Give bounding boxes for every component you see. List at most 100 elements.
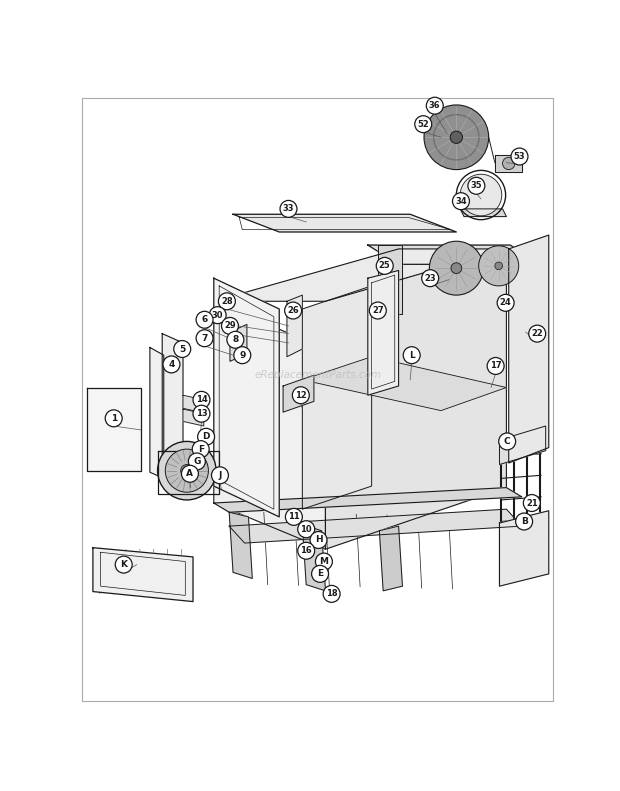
Circle shape <box>498 433 516 450</box>
Polygon shape <box>162 334 183 471</box>
Circle shape <box>211 467 228 484</box>
Polygon shape <box>183 396 204 413</box>
Polygon shape <box>287 295 303 357</box>
Circle shape <box>427 97 443 114</box>
Circle shape <box>310 532 327 548</box>
Circle shape <box>370 302 386 319</box>
Circle shape <box>468 177 485 195</box>
Text: 16: 16 <box>300 547 312 555</box>
Polygon shape <box>368 245 541 264</box>
Circle shape <box>221 317 239 335</box>
Text: A: A <box>187 469 193 479</box>
Circle shape <box>193 405 210 422</box>
Text: K: K <box>120 560 127 569</box>
Circle shape <box>430 241 484 295</box>
Text: 7: 7 <box>202 334 208 343</box>
Text: 35: 35 <box>471 181 482 191</box>
Polygon shape <box>500 426 546 464</box>
Circle shape <box>503 157 515 169</box>
Text: 11: 11 <box>288 513 299 521</box>
Circle shape <box>511 148 528 165</box>
Text: 6: 6 <box>202 316 208 324</box>
Text: 17: 17 <box>490 361 502 370</box>
Text: 10: 10 <box>300 524 312 534</box>
Text: C: C <box>504 437 510 446</box>
Circle shape <box>182 465 198 483</box>
Polygon shape <box>229 513 252 578</box>
Polygon shape <box>378 245 402 314</box>
Text: 8: 8 <box>232 335 239 344</box>
Circle shape <box>316 553 332 570</box>
Polygon shape <box>495 155 522 172</box>
Circle shape <box>529 325 546 342</box>
Text: 29: 29 <box>224 321 236 331</box>
Polygon shape <box>229 509 522 543</box>
Polygon shape <box>214 301 326 549</box>
Circle shape <box>403 346 420 364</box>
Circle shape <box>188 453 205 470</box>
Text: 9: 9 <box>239 350 246 360</box>
Circle shape <box>479 246 519 286</box>
Circle shape <box>293 387 309 403</box>
Circle shape <box>157 441 216 500</box>
Text: 1: 1 <box>110 414 117 423</box>
Text: B: B <box>521 517 528 526</box>
Text: 33: 33 <box>283 204 294 214</box>
Text: 27: 27 <box>372 306 384 315</box>
Polygon shape <box>283 375 314 412</box>
Circle shape <box>198 429 215 445</box>
Circle shape <box>105 410 122 427</box>
Circle shape <box>285 302 301 319</box>
Text: 28: 28 <box>221 297 232 306</box>
Text: 23: 23 <box>424 274 436 282</box>
Circle shape <box>516 513 533 530</box>
Text: 5: 5 <box>179 345 185 354</box>
Polygon shape <box>303 524 326 591</box>
Polygon shape <box>214 278 279 517</box>
Polygon shape <box>368 271 399 396</box>
Circle shape <box>192 441 209 457</box>
Circle shape <box>487 358 504 374</box>
Text: 52: 52 <box>417 119 429 129</box>
Text: 13: 13 <box>196 409 207 418</box>
Circle shape <box>460 174 502 216</box>
Polygon shape <box>379 526 402 591</box>
Text: F: F <box>198 445 204 453</box>
Circle shape <box>497 294 514 312</box>
Circle shape <box>495 262 503 270</box>
Polygon shape <box>183 409 204 426</box>
Polygon shape <box>460 209 507 217</box>
Polygon shape <box>233 214 456 232</box>
Text: 36: 36 <box>429 101 441 110</box>
Circle shape <box>453 193 469 210</box>
Polygon shape <box>303 286 371 509</box>
Text: L: L <box>409 350 415 360</box>
Polygon shape <box>214 487 522 513</box>
Text: 18: 18 <box>326 589 337 598</box>
Polygon shape <box>500 511 549 586</box>
Text: 26: 26 <box>287 306 299 315</box>
Circle shape <box>422 270 438 286</box>
Text: 21: 21 <box>526 498 538 508</box>
Circle shape <box>163 356 180 373</box>
Circle shape <box>523 494 540 512</box>
Polygon shape <box>303 357 507 411</box>
Text: M: M <box>319 557 329 566</box>
Polygon shape <box>150 347 164 479</box>
Text: 25: 25 <box>379 261 391 271</box>
Circle shape <box>298 543 315 559</box>
Text: 30: 30 <box>212 311 223 320</box>
Text: 12: 12 <box>295 391 307 399</box>
Text: J: J <box>218 471 221 480</box>
Text: 34: 34 <box>455 197 467 206</box>
Polygon shape <box>230 324 247 361</box>
Circle shape <box>196 330 213 346</box>
Circle shape <box>415 115 432 133</box>
Text: G: G <box>193 457 200 466</box>
Polygon shape <box>508 235 549 463</box>
Polygon shape <box>214 249 507 301</box>
Circle shape <box>174 341 191 358</box>
Circle shape <box>196 312 213 328</box>
Circle shape <box>193 392 210 408</box>
Circle shape <box>280 200 297 218</box>
